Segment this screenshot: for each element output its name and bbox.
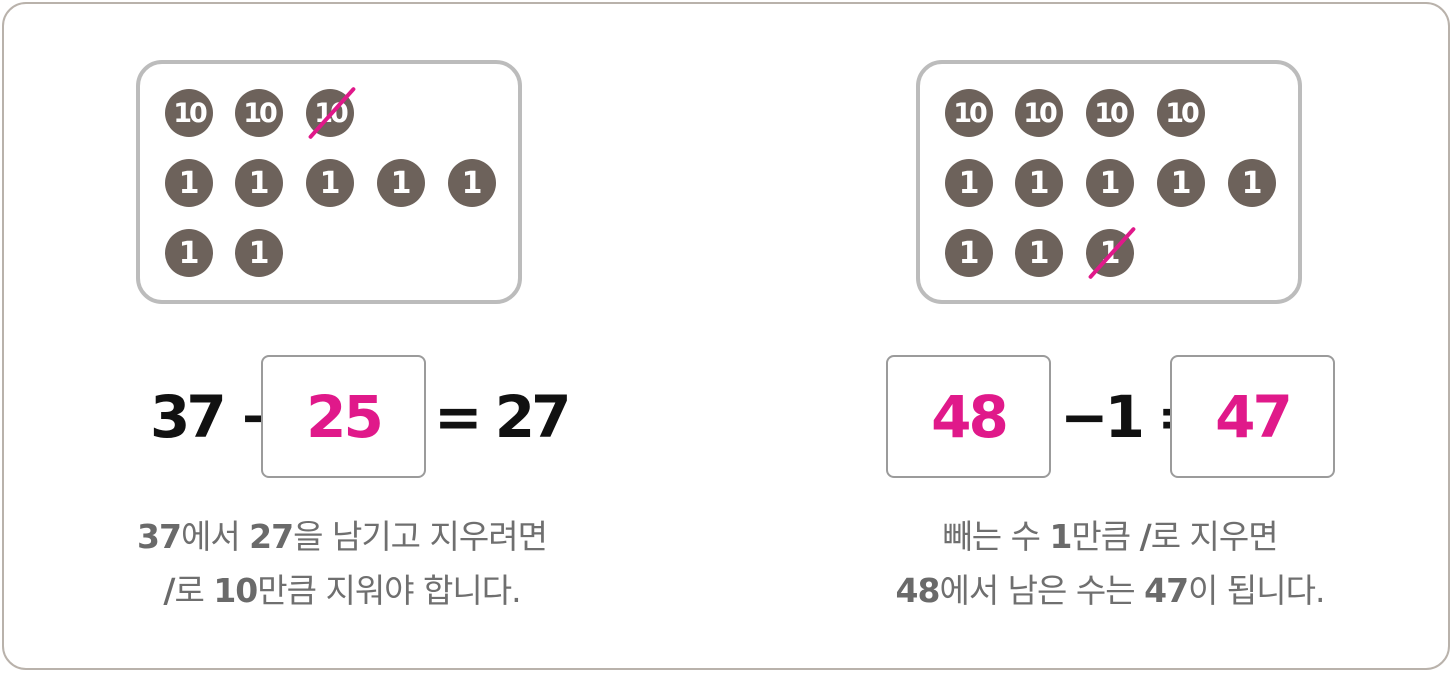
coin-1: 1 bbox=[1157, 159, 1205, 207]
right-caption-line2: 48에서 남은 수는 47이 됩니다. bbox=[830, 564, 1390, 618]
coin-10: 10 bbox=[1157, 89, 1205, 137]
coin-1: 1 bbox=[235, 159, 283, 207]
coin-1: 1 bbox=[165, 159, 213, 207]
left-answer: 25 bbox=[306, 382, 384, 451]
left-answer-box[interactable]: 25 bbox=[261, 355, 426, 478]
caption-run: 47 bbox=[1144, 571, 1189, 610]
caption-run: 37 bbox=[137, 517, 182, 556]
coin-1: 1 bbox=[235, 229, 283, 277]
right-answer-box-2[interactable]: 47 bbox=[1170, 355, 1335, 478]
caption-run: 로 지우면 bbox=[1150, 517, 1279, 556]
caption-run: 27 bbox=[249, 517, 294, 556]
caption-run: / bbox=[163, 571, 175, 610]
caption-run: / bbox=[1139, 517, 1152, 556]
coin-1: 1 bbox=[377, 159, 425, 207]
caption-run: 을 남기고 지우려면 bbox=[293, 517, 548, 556]
caption-run: 만큼 지워야 합니다. bbox=[257, 571, 521, 610]
left-caption-line1: 37에서 27을 남기고 지우려면 bbox=[62, 510, 622, 564]
caption-run: 48 bbox=[895, 571, 941, 610]
caption-run: 10 bbox=[213, 571, 258, 610]
coin-1: 1 bbox=[306, 159, 354, 207]
caption-run: 1 bbox=[1049, 517, 1072, 556]
coin-1: 1 bbox=[165, 229, 213, 277]
left-caption: 37에서 27을 남기고 지우려면 /로 10만큼 지워야 합니다. bbox=[62, 510, 622, 618]
caption-run: 이 됩니다. bbox=[1188, 571, 1325, 610]
caption-run: 빼는 수 bbox=[942, 517, 1050, 556]
coin-10: 10 bbox=[945, 89, 993, 137]
caption-run: 에서 남은 수는 bbox=[939, 571, 1145, 610]
caption-run: 에서 bbox=[180, 517, 250, 556]
coin-10: 10 bbox=[1015, 89, 1063, 137]
right-answer-1: 48 bbox=[931, 382, 1009, 451]
coin-1: 1 bbox=[1015, 159, 1063, 207]
right-caption-line1: 빼는 수 1만큼 /로 지우면 bbox=[830, 510, 1390, 564]
caption-run: 로 bbox=[174, 571, 214, 610]
right-caption: 빼는 수 1만큼 /로 지우면 48에서 남은 수는 47이 됩니다. bbox=[830, 510, 1390, 618]
coin-1: 1 bbox=[1015, 229, 1063, 277]
coin-10: 10 bbox=[1086, 89, 1134, 137]
left-equation-rhs: = 27 bbox=[434, 383, 572, 451]
caption-run: 만큼 bbox=[1071, 517, 1140, 556]
right-answer-2: 47 bbox=[1215, 382, 1293, 451]
coin-10: 10 bbox=[235, 89, 283, 137]
coin-1: 1 bbox=[945, 229, 993, 277]
coin-1: 1 bbox=[945, 159, 993, 207]
coin-1: 1 bbox=[448, 159, 496, 207]
left-caption-line2: /로 10만큼 지워야 합니다. bbox=[62, 564, 622, 618]
right-answer-box-1[interactable]: 48 bbox=[886, 355, 1051, 478]
coin-1: 1 bbox=[1228, 159, 1276, 207]
coin-1: 1 bbox=[1086, 159, 1134, 207]
coin-10: 10 bbox=[165, 89, 213, 137]
